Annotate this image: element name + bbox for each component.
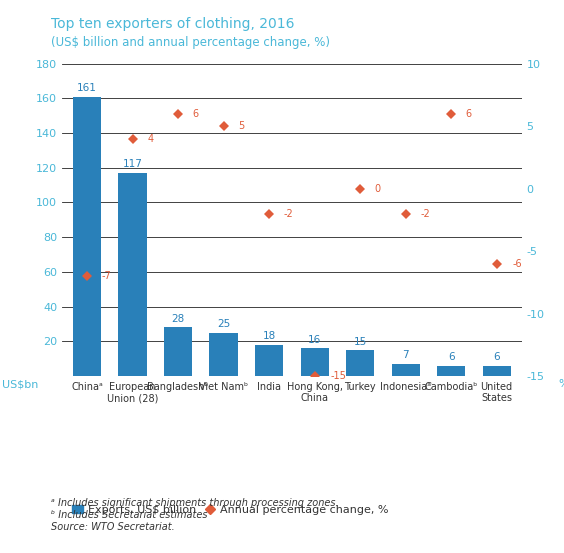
Bar — [437, 366, 465, 376]
Bar — [483, 366, 511, 376]
Text: -2: -2 — [284, 208, 293, 218]
Bar — [391, 364, 420, 376]
Legend: Exports, US$ billion, Annual percentage change, %: Exports, US$ billion, Annual percentage … — [68, 500, 393, 519]
Text: -15: -15 — [331, 371, 346, 381]
Text: Source: WTO Secretariat.: Source: WTO Secretariat. — [51, 523, 174, 533]
Text: 15: 15 — [354, 337, 367, 347]
Bar — [164, 327, 192, 376]
Bar — [209, 333, 237, 376]
Bar — [73, 97, 101, 376]
Text: 16: 16 — [308, 335, 321, 345]
Text: ᵇ Includes Secretariat estimates: ᵇ Includes Secretariat estimates — [51, 510, 207, 520]
Text: 4: 4 — [147, 134, 153, 144]
Text: (US$ billion and annual percentage change, %): (US$ billion and annual percentage chang… — [51, 36, 330, 49]
Text: 18: 18 — [262, 331, 276, 341]
Text: 6: 6 — [193, 108, 199, 118]
Text: %: % — [558, 379, 564, 389]
Text: 5: 5 — [238, 121, 244, 131]
Text: 6: 6 — [466, 108, 472, 118]
Bar — [346, 350, 374, 376]
Text: 6: 6 — [448, 352, 455, 362]
Text: 7: 7 — [402, 351, 409, 361]
Text: 28: 28 — [171, 314, 185, 324]
Text: Top ten exporters of clothing, 2016: Top ten exporters of clothing, 2016 — [51, 17, 294, 30]
Text: 117: 117 — [122, 159, 143, 169]
Text: 6: 6 — [494, 352, 500, 362]
Bar — [301, 348, 329, 376]
Text: 0: 0 — [374, 184, 381, 194]
Bar — [255, 345, 283, 376]
Bar — [118, 173, 147, 376]
Text: 161: 161 — [77, 83, 97, 93]
Text: -2: -2 — [420, 208, 430, 218]
Text: ᵃ Includes significant shipments through processing zones.: ᵃ Includes significant shipments through… — [51, 498, 338, 508]
Text: -7: -7 — [102, 271, 111, 281]
Text: -6: -6 — [513, 259, 522, 269]
Text: US$bn: US$bn — [2, 379, 39, 389]
Text: 25: 25 — [217, 319, 230, 329]
